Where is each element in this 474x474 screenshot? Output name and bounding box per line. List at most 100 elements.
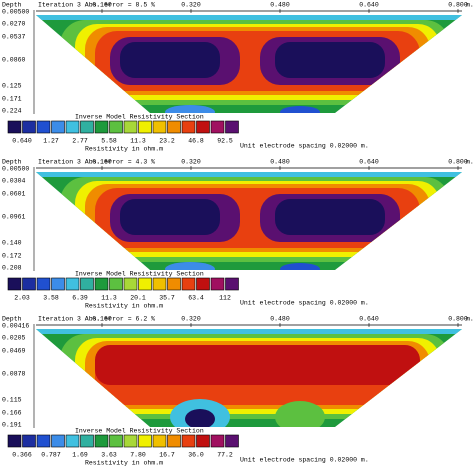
depth-tick-label: 0.172 bbox=[2, 253, 22, 260]
legend-value: 0.787 bbox=[41, 452, 61, 459]
legend-value: 0.640 bbox=[12, 138, 32, 145]
depth-tick-label: 0.191 bbox=[2, 422, 22, 429]
legend-swatch bbox=[210, 120, 225, 134]
legend-value: 6.39 bbox=[72, 295, 88, 302]
legend-value: 23.2 bbox=[159, 138, 175, 145]
legend-swatch bbox=[51, 120, 65, 134]
legend-unit: Resistivity in ohm.m bbox=[85, 460, 163, 467]
legend-swatch bbox=[51, 277, 65, 291]
depth-label: Depth bbox=[2, 316, 22, 323]
section bbox=[36, 172, 462, 270]
band bbox=[185, 409, 215, 427]
depth-label: Depth bbox=[2, 159, 22, 166]
legend-value: 7.80 bbox=[130, 452, 146, 459]
legend-swatch bbox=[138, 434, 152, 448]
legend-title: Inverse Model Resistivity Section bbox=[75, 271, 204, 278]
depth-tick-label: 0.171 bbox=[2, 96, 22, 103]
legend-swatch bbox=[80, 120, 94, 134]
legend-value: 35.7 bbox=[159, 295, 175, 302]
band bbox=[280, 106, 320, 113]
x-tick-label: 0.640 bbox=[359, 2, 379, 9]
unit-label: m. bbox=[466, 316, 474, 323]
band bbox=[275, 199, 385, 235]
legend-swatch bbox=[36, 434, 51, 448]
spacing-label: Unit electrode spacing 0.02000 m. bbox=[240, 457, 369, 464]
legend-unit: Resistivity in ohm.m bbox=[85, 303, 163, 310]
legend-value: 3.58 bbox=[43, 295, 59, 302]
x-tick-label: 0.800 bbox=[448, 159, 468, 166]
x-tick-label: 0.320 bbox=[181, 159, 201, 166]
legend-swatch bbox=[196, 434, 210, 448]
depth-tick-label: 0.00416 bbox=[2, 323, 29, 330]
band bbox=[36, 15, 462, 20]
x-tick-label: 0.640 bbox=[359, 316, 379, 323]
legend-swatch bbox=[51, 434, 65, 448]
legend-value: 36.0 bbox=[188, 452, 204, 459]
legend-value: 1.69 bbox=[72, 452, 88, 459]
legend-value: 112 bbox=[219, 295, 231, 302]
legend-value: 46.8 bbox=[188, 138, 204, 145]
depth-tick-label: 0.0469 bbox=[2, 348, 26, 355]
legend-swatch bbox=[109, 120, 123, 134]
legend-swatch bbox=[152, 434, 167, 448]
legend-swatch bbox=[123, 277, 138, 291]
legend-swatch bbox=[225, 277, 239, 291]
x-tick-label: 0.320 bbox=[181, 316, 201, 323]
panel: Depth Iteration 3 Abs. error = 8.5 %0.160… bbox=[2, 2, 474, 153]
legend-swatch bbox=[181, 277, 196, 291]
legend-swatch bbox=[196, 277, 210, 291]
depth-tick-label: 0.0860 bbox=[2, 57, 26, 64]
depth-tick-label: 0.0878 bbox=[2, 371, 26, 378]
legend-value: 2.77 bbox=[72, 138, 88, 145]
band bbox=[275, 401, 325, 427]
x-tick-label: 0.480 bbox=[270, 159, 290, 166]
legend-value: 3.63 bbox=[101, 452, 117, 459]
panel: Depth Iteration 3 Abs. error = 6.2 %0.160… bbox=[2, 316, 474, 467]
band bbox=[165, 105, 215, 113]
iteration-label: Iteration 3 Abs. error = 4.3 % bbox=[38, 159, 155, 166]
legend-swatch bbox=[152, 277, 167, 291]
legend-value: 5.58 bbox=[101, 138, 117, 145]
x-tick-label: 0.160 bbox=[92, 2, 112, 9]
legend-swatch bbox=[138, 277, 152, 291]
depth-tick-label: 0.00500 bbox=[2, 9, 29, 16]
legend-value: 63.4 bbox=[188, 295, 204, 302]
depth-tick-label: 0.0304 bbox=[2, 178, 26, 185]
legend-title: Inverse Model Resistivity Section bbox=[75, 428, 204, 435]
legend-value: 0.366 bbox=[12, 452, 32, 459]
depth-tick-label: 0.0537 bbox=[2, 34, 26, 41]
legend-swatch bbox=[123, 120, 138, 134]
section bbox=[36, 329, 462, 427]
legend-swatch bbox=[109, 277, 123, 291]
band bbox=[275, 42, 385, 78]
legend-swatch bbox=[65, 120, 80, 134]
x-tick-label: 0.640 bbox=[359, 159, 379, 166]
depth-tick-label: 0.208 bbox=[2, 265, 22, 272]
legend-swatch bbox=[167, 277, 181, 291]
legend-swatch bbox=[167, 120, 181, 134]
legend-swatch bbox=[65, 277, 80, 291]
depth-tick-label: 0.224 bbox=[2, 108, 22, 115]
spacing-label: Unit electrode spacing 0.02000 m. bbox=[240, 300, 369, 307]
legend-swatch bbox=[7, 120, 22, 134]
band bbox=[95, 345, 420, 385]
legend-swatch bbox=[80, 434, 94, 448]
legend-unit: Resistivity in ohm.m bbox=[85, 146, 163, 153]
legend-value: 16.7 bbox=[159, 452, 175, 459]
x-tick-label: 0.800 bbox=[448, 2, 468, 9]
legend-swatch bbox=[36, 277, 51, 291]
legend-swatch bbox=[109, 434, 123, 448]
legend-swatch bbox=[138, 120, 152, 134]
legend-swatch bbox=[167, 434, 181, 448]
legend-swatch bbox=[80, 277, 94, 291]
legend-swatch bbox=[123, 434, 138, 448]
band bbox=[280, 263, 320, 270]
band bbox=[36, 172, 462, 177]
unit-label: m. bbox=[466, 159, 474, 166]
legend-value: 20.1 bbox=[130, 295, 146, 302]
legend-swatch bbox=[65, 434, 80, 448]
x-tick-label: 0.320 bbox=[181, 2, 201, 9]
depth-label: Depth bbox=[2, 2, 22, 9]
legend-swatch bbox=[22, 434, 36, 448]
